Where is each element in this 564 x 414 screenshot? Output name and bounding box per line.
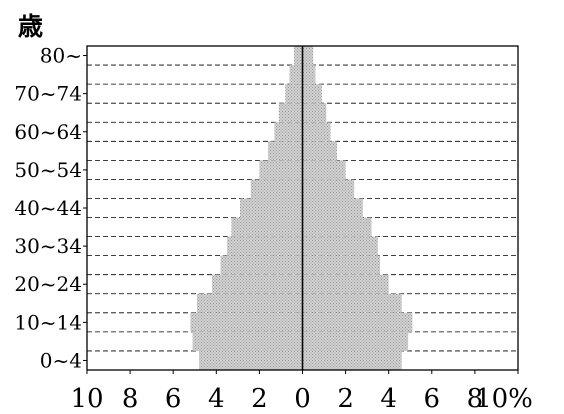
bar-right-10~14	[302, 312, 413, 332]
axes	[83, 45, 519, 374]
y-tick-label: 70~74	[14, 82, 82, 106]
x-tick-label: 2	[251, 384, 268, 414]
bar-left-30~34	[227, 236, 303, 256]
bar-right-30~34	[302, 236, 378, 256]
bar-left-45~49	[250, 179, 303, 199]
bar-left-55~59	[268, 141, 303, 161]
x-tick-label: 0	[294, 384, 311, 414]
bar-right-35~39	[302, 217, 372, 237]
bar-left-75~79	[289, 65, 303, 85]
y-tick-label: 30~34	[14, 234, 82, 258]
x-tick-label: 4	[380, 384, 397, 414]
bar-left-40~44	[240, 198, 303, 218]
bar-right-25~29	[302, 255, 381, 275]
y-tick-label: 10~14	[14, 310, 82, 334]
bar-right-75~79	[302, 65, 316, 85]
x-tick-label: 4	[208, 384, 225, 414]
bar-right-60~64	[302, 122, 331, 142]
bar-left-0~4	[199, 350, 303, 370]
y-tick-label: 20~24	[14, 272, 82, 296]
y-tick-label: 0~4	[40, 348, 82, 372]
bar-right-15~19	[302, 293, 402, 313]
bar-right-50~54	[302, 160, 346, 180]
bar-left-10~14	[190, 312, 303, 332]
bar-right-5~9	[302, 331, 409, 351]
x-tick-label: 8	[467, 384, 484, 414]
bar-left-60~64	[274, 122, 303, 142]
bars	[190, 46, 413, 370]
bar-right-55~59	[302, 141, 337, 161]
bar-right-80~	[302, 46, 314, 66]
bar-left-20~24	[211, 274, 303, 294]
x-tick-label: 10	[70, 384, 103, 414]
bar-left-35~39	[231, 217, 303, 237]
y-tick-label: 80~	[40, 44, 82, 68]
bar-right-20~24	[302, 274, 389, 294]
bar-left-5~9	[192, 331, 303, 351]
y-tick-label: 50~54	[14, 158, 82, 182]
bar-left-25~29	[220, 255, 303, 275]
bar-right-45~49	[302, 179, 355, 199]
x-tick-label: 6	[165, 384, 182, 414]
bar-right-40~44	[302, 198, 363, 218]
bar-right-0~4	[302, 350, 402, 370]
tick-labels: 0~410~1420~2430~3440~4450~5460~6470~7480…	[14, 44, 533, 414]
bar-right-70~74	[302, 84, 322, 104]
bar-left-15~19	[196, 293, 303, 313]
x-tick-label: 10%	[475, 384, 533, 414]
bar-left-80~	[293, 46, 303, 66]
x-tick-label: 2	[337, 384, 354, 414]
bar-right-65~69	[302, 103, 327, 123]
y-axis-unit-label: 歳	[18, 12, 43, 41]
y-tick-label: 60~64	[14, 120, 82, 144]
x-tick-label: 6	[424, 384, 441, 414]
y-tick-label: 40~44	[14, 196, 82, 220]
bar-left-65~69	[278, 103, 303, 123]
x-tick-label: 8	[122, 384, 139, 414]
bar-left-70~74	[285, 84, 303, 104]
bar-left-50~54	[259, 160, 303, 180]
